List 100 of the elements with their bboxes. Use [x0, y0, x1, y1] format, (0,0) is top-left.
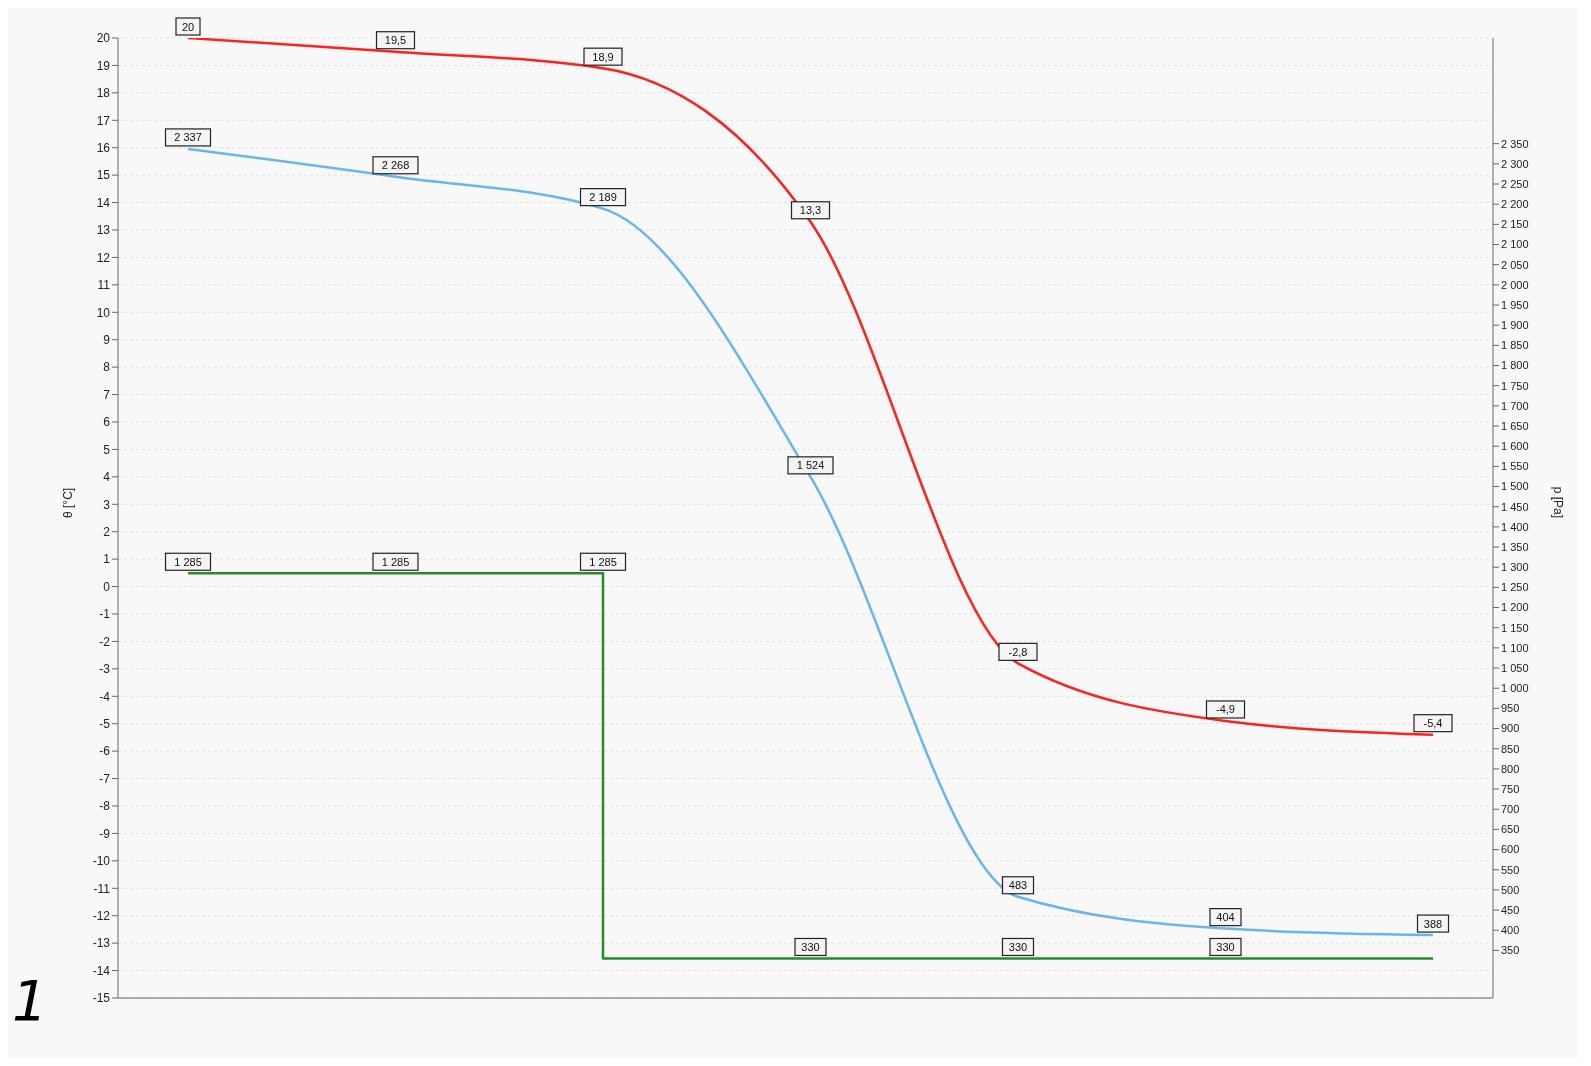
y2-tick-label: 950	[1501, 702, 1520, 715]
y-tick-label: -5	[99, 716, 111, 731]
y2-tick-label: 1 000	[1501, 682, 1529, 695]
y2-tick-label: 500	[1501, 883, 1520, 896]
y2-tick-label: 400	[1501, 924, 1520, 937]
data-label: 330	[801, 940, 820, 953]
y-tick-label: -7	[99, 771, 111, 786]
y-tick-label: 20	[96, 31, 111, 46]
y-tick-label: -10	[92, 854, 111, 869]
y-tick-label: -1	[99, 607, 111, 622]
y2-tick-label: 2 200	[1501, 198, 1529, 211]
data-label: 330	[1008, 940, 1028, 953]
y2-tick-label: 1 600	[1501, 440, 1529, 453]
y-tick-label: 2	[103, 524, 111, 539]
y-tick-label: 4	[103, 470, 111, 485]
y2-tick-label: 700	[1501, 803, 1520, 816]
data-label: 1 524	[796, 459, 825, 472]
y-tick-label: 5	[103, 442, 111, 457]
y-tick-label: -8	[99, 799, 111, 814]
y2-tick-label: 1 350	[1501, 540, 1529, 553]
y2-tick-label: 2 100	[1501, 238, 1529, 251]
y2-tick-label: 850	[1501, 742, 1520, 755]
data-label: 18,9	[592, 50, 614, 63]
y-tick-label: -6	[99, 744, 111, 759]
y2-tick-label: 2 050	[1501, 258, 1529, 271]
y-tick-label: 9	[103, 332, 111, 347]
y-tick-label: -14	[92, 963, 111, 978]
data-label: 19,5	[384, 34, 407, 47]
y2-tick-label: 1 300	[1501, 561, 1529, 574]
data-label: 1 285	[174, 555, 202, 568]
y-tick-label: 0	[103, 579, 111, 594]
data-label: 1 285	[589, 555, 617, 568]
y-tick-label: -15	[92, 991, 111, 1006]
y2-tick-label: 1 650	[1501, 419, 1529, 432]
y-tick-label: 14	[96, 195, 111, 210]
y2-tick-label: 450	[1501, 903, 1520, 916]
y2-tick-label: 1 100	[1501, 641, 1529, 654]
y2-tick-label: 2 250	[1501, 177, 1529, 190]
y2-tick-label: 2 350	[1501, 137, 1529, 150]
y2-tick-label: 900	[1501, 722, 1520, 735]
data-label: -5,4	[1423, 717, 1443, 730]
y-tick-label: 10	[96, 305, 111, 320]
y-tick-label: 3	[103, 497, 111, 512]
y-tick-label: -3	[99, 662, 111, 677]
y2-tick-label: 1 750	[1501, 379, 1529, 392]
data-label: 404	[1216, 911, 1235, 924]
data-label: -4,9	[1216, 703, 1235, 716]
y2-tick-label: 800	[1501, 762, 1520, 775]
y-tick-label: 1	[103, 552, 111, 567]
data-label: 388	[1423, 917, 1443, 930]
y2-tick-label: 1 700	[1501, 399, 1529, 412]
y-tick-label: -11	[93, 881, 111, 896]
y-tick-label: 8	[103, 360, 111, 375]
y-tick-label: 12	[96, 250, 111, 265]
y-axis-title: θ [°C]	[61, 487, 76, 518]
y-tick-label: 19	[96, 58, 111, 73]
data-label: 2 268	[381, 159, 410, 172]
y-tick-label: 16	[96, 140, 111, 155]
y2-tick-label: 1 850	[1501, 339, 1529, 352]
y2-tick-label: 2 150	[1501, 218, 1529, 231]
y2-tick-label: 1 900	[1501, 319, 1529, 332]
data-label: 1 285	[381, 555, 410, 568]
y2-tick-label: 1 150	[1501, 621, 1529, 634]
data-label: 483	[1008, 879, 1028, 892]
y2-tick-label: 1 250	[1501, 581, 1529, 594]
y-tick-label: -4	[99, 689, 111, 704]
y2-tick-label: 1 200	[1501, 601, 1529, 614]
y-tick-label: 13	[96, 223, 111, 238]
y-tick-label: 17	[96, 113, 111, 128]
data-label: 13,3	[799, 204, 822, 217]
y2-tick-label: 1 550	[1501, 460, 1529, 473]
y2-tick-label: 1 950	[1501, 298, 1529, 311]
y-tick-label: -12	[92, 908, 111, 923]
y2-tick-label: 750	[1501, 782, 1520, 795]
y-tick-label: -9	[99, 826, 111, 841]
y2-axis-title: p [Pa]	[1550, 486, 1565, 518]
y-tick-label: -13	[92, 936, 111, 951]
y2-tick-label: 1 800	[1501, 359, 1529, 372]
data-label: 2 189	[589, 191, 617, 204]
data-label: 20	[181, 20, 195, 33]
data-label: -2,8	[1008, 645, 1028, 658]
y2-tick-label: 600	[1501, 843, 1520, 856]
y2-tick-label: 550	[1501, 863, 1520, 876]
data-label: 2 337	[174, 131, 202, 144]
y-tick-label: -2	[99, 634, 111, 649]
y-tick-label: 6	[103, 415, 111, 430]
data-label: 330	[1216, 940, 1235, 953]
y2-tick-label: 1 500	[1501, 480, 1529, 493]
y2-tick-label: 650	[1501, 823, 1520, 836]
y2-tick-label: 1 450	[1501, 500, 1529, 513]
y2-tick-label: 2 000	[1501, 278, 1529, 291]
y-tick-label: 11	[97, 278, 111, 293]
y2-tick-label: 2 300	[1501, 157, 1529, 170]
y2-tick-label: 1 400	[1501, 520, 1529, 533]
y-tick-label: 15	[96, 168, 111, 183]
y2-tick-label: 350	[1501, 944, 1520, 957]
text: 1	[12, 968, 48, 1033]
y2-tick-label: 1 050	[1501, 661, 1529, 674]
y-tick-label: 7	[103, 387, 111, 402]
y-tick-label: 18	[96, 86, 111, 101]
